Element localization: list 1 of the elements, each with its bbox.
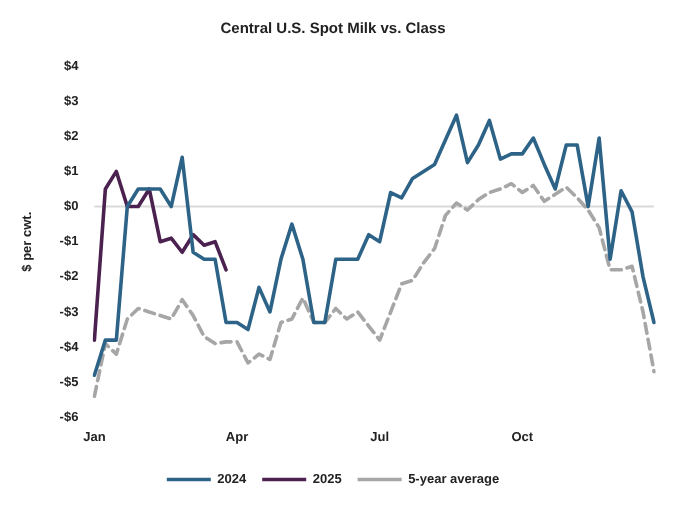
line-series: [92, 181, 656, 399]
